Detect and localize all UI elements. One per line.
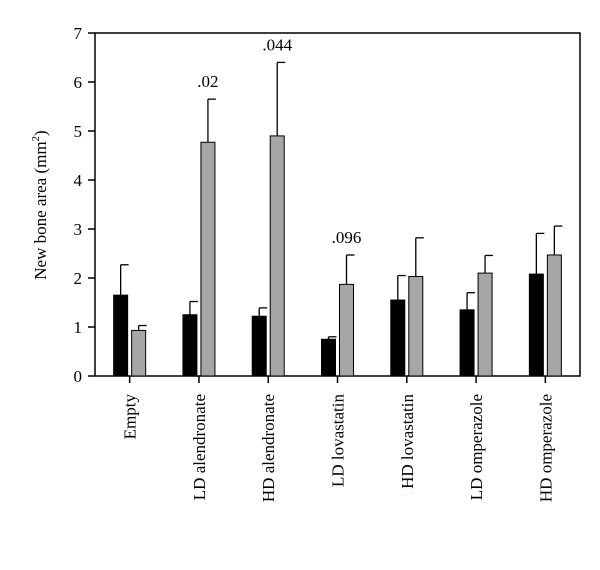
p-value-annotation: .096 — [332, 228, 362, 247]
y-tick-label: 5 — [74, 122, 83, 141]
error-bars — [119, 61, 563, 340]
labels: 0 1 2 3 4 5 6 7 Empty LD alendronate HD alendronat… — [74, 24, 556, 502]
category-label: LD alendronate — [190, 394, 209, 500]
bar — [269, 135, 285, 377]
category-label: Empty — [121, 394, 140, 440]
y-axis-label-text: New bone area (mm — [31, 141, 50, 279]
y-tick-label: 7 — [74, 24, 83, 43]
bar — [546, 254, 562, 377]
y-axis-label-superscript: 2 — [30, 136, 42, 142]
bars — [113, 135, 562, 377]
bar — [251, 315, 267, 377]
y-tick-label: 3 — [74, 220, 83, 239]
category-label: HD lovastatin — [398, 394, 417, 489]
bar — [528, 273, 544, 377]
category-label: LD lovastatin — [329, 394, 348, 488]
y-axis-label-close: ) — [31, 130, 50, 136]
y-tick-label: 6 — [74, 73, 83, 92]
bar — [408, 276, 424, 377]
bar — [339, 283, 354, 377]
category-label: HD omperazole — [536, 394, 555, 502]
p-value-annotation: .044 — [262, 35, 292, 54]
bar — [459, 309, 475, 377]
bar — [131, 329, 147, 377]
bar — [477, 272, 493, 377]
bar — [113, 294, 129, 377]
p-value-annotation: .02 — [197, 72, 218, 91]
y-tick-label: 0 — [74, 367, 83, 386]
category-label: LD omperazole — [467, 394, 486, 500]
y-tick-label: 2 — [74, 269, 83, 288]
category-label: HD alendronate — [259, 394, 278, 502]
plot-frame — [94, 32, 581, 377]
y-axis-label: New bone area (mm2) — [30, 130, 50, 279]
bar — [182, 314, 198, 377]
axes — [88, 32, 581, 383]
bar — [321, 338, 336, 377]
y-tick-label: 1 — [74, 318, 83, 337]
bar — [390, 299, 406, 377]
y-tick-label: 4 — [74, 171, 83, 190]
bar — [200, 141, 216, 377]
